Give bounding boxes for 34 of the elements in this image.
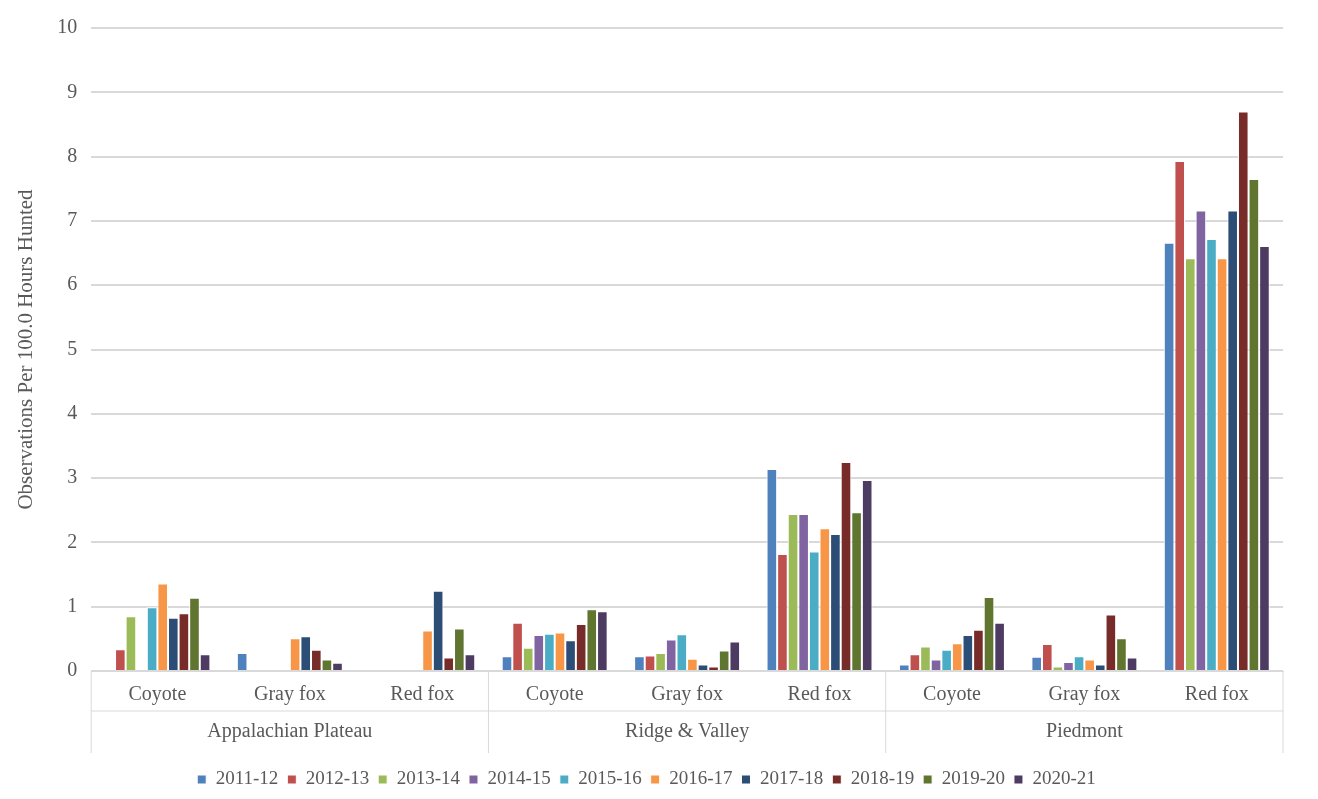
y-tick-label: 0 [67, 658, 78, 681]
y-tick-label: 6 [67, 272, 78, 295]
y-tick-label: 7 [67, 208, 78, 231]
legend-label: 2018-19 [850, 767, 915, 789]
y-tick-label: 3 [67, 465, 78, 488]
x-tick-label: Coyote [128, 682, 187, 706]
y-tick-label: 2 [67, 529, 78, 552]
y-tick-label: 8 [67, 143, 78, 166]
legend-label: 2016-17 [669, 767, 733, 789]
text: Ridge & Valley [625, 719, 750, 743]
x-tick-label: Gray fox [1048, 682, 1121, 706]
y-axis-title: Observations Per 100.0 Hours Hunted [13, 188, 38, 510]
legend-label: 2013-14 [396, 767, 461, 789]
legend-label: 2019-20 [941, 767, 1005, 789]
x-tick-label: Red fox [1184, 682, 1249, 705]
x-tick-label: Red fox [390, 682, 455, 705]
y-tick-label: 10 [57, 15, 78, 38]
x-tick-label: Gray fox [254, 682, 326, 706]
legend-label: 2012-13 [305, 767, 370, 789]
y-tick-label: 9 [67, 79, 78, 102]
x-tick-label: Red fox [787, 682, 852, 705]
legend-label: 2020-21 [1032, 767, 1096, 789]
legend-label: 2011-12 [215, 767, 279, 789]
x-tick-label: Coyote [923, 682, 981, 706]
text: Piedmont [1046, 719, 1124, 742]
text: Appalachian Plateau [207, 719, 373, 743]
legend-label: 2014-15 [487, 767, 551, 789]
x-tick-label: Coyote [525, 682, 584, 706]
y-tick-label: 5 [67, 336, 78, 359]
x-tick-label: Gray fox [651, 682, 723, 706]
y-tick-label: 1 [67, 593, 78, 616]
legend-label: 2017-18 [759, 767, 824, 789]
legend-label: 2015-16 [578, 767, 642, 789]
y-tick-label: 4 [67, 401, 78, 424]
